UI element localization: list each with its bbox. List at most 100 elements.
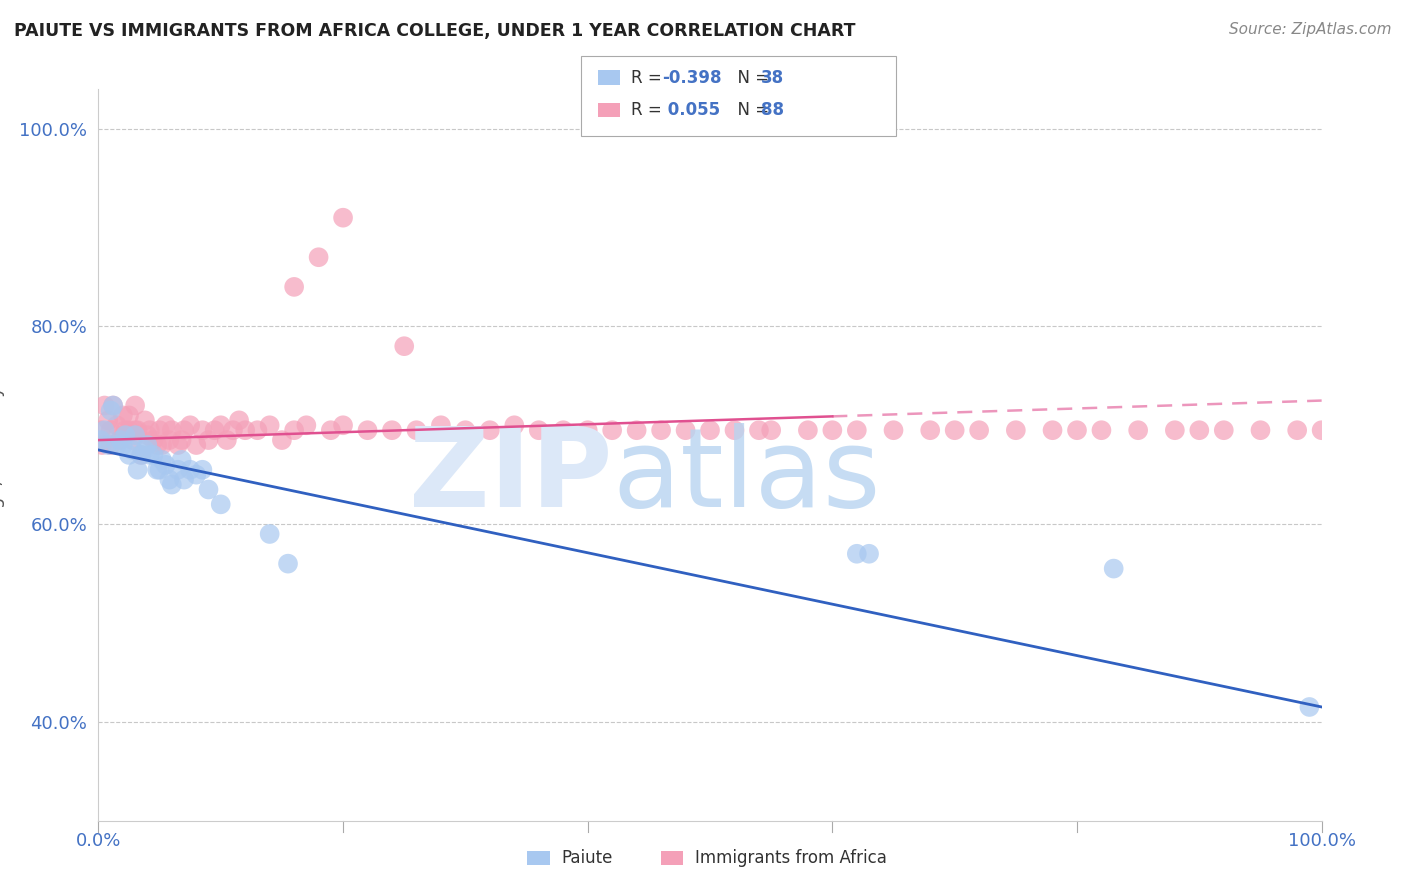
Point — [142, 433, 165, 447]
Point — [160, 477, 183, 491]
Point — [129, 448, 152, 462]
Point — [179, 418, 201, 433]
Point — [139, 448, 162, 462]
Point — [136, 438, 159, 452]
Point — [821, 423, 844, 437]
Point — [1188, 423, 1211, 437]
Point — [100, 403, 122, 417]
Text: PAIUTE VS IMMIGRANTS FROM AFRICA COLLEGE, UNDER 1 YEAR CORRELATION CHART: PAIUTE VS IMMIGRANTS FROM AFRICA COLLEGE… — [14, 22, 856, 40]
Point — [97, 413, 120, 427]
Point — [114, 428, 136, 442]
Point — [111, 438, 134, 452]
Point — [332, 418, 354, 433]
Point — [136, 428, 159, 442]
Point — [93, 423, 115, 437]
Point — [270, 433, 294, 447]
Point — [118, 409, 141, 423]
Point — [173, 423, 195, 437]
Text: R =: R = — [631, 69, 668, 87]
Point — [283, 280, 305, 294]
Text: -0.398: -0.398 — [662, 69, 721, 87]
Point — [146, 463, 169, 477]
Point — [160, 423, 183, 437]
Point — [110, 433, 132, 447]
Point — [157, 433, 180, 447]
Point — [883, 423, 905, 437]
Point — [90, 423, 112, 437]
Point — [142, 448, 165, 462]
Point — [124, 428, 146, 442]
Point — [100, 438, 122, 452]
Point — [91, 438, 114, 452]
Point — [155, 458, 177, 472]
Point — [761, 423, 783, 437]
Point — [157, 473, 180, 487]
Point — [149, 463, 172, 477]
Point — [283, 423, 305, 437]
Text: R =: R = — [631, 101, 668, 119]
Point — [97, 438, 120, 452]
Point — [186, 467, 208, 482]
Point — [118, 423, 141, 437]
Point — [1042, 423, 1064, 437]
Text: Paiute: Paiute — [561, 849, 613, 867]
Point — [118, 448, 141, 462]
Point — [134, 442, 156, 457]
Point — [121, 433, 143, 447]
Point — [124, 399, 146, 413]
Point — [179, 463, 201, 477]
Point — [723, 423, 745, 437]
Point — [186, 438, 208, 452]
Point — [943, 423, 966, 437]
Point — [173, 473, 195, 487]
Y-axis label: College, Under 1 year: College, Under 1 year — [0, 357, 6, 553]
Point — [576, 423, 599, 437]
Point — [209, 418, 232, 433]
Point — [105, 438, 128, 452]
Point — [675, 423, 697, 437]
Point — [356, 423, 378, 437]
Point — [90, 433, 112, 447]
Point — [920, 423, 942, 437]
Point — [319, 423, 342, 437]
Point — [1090, 423, 1112, 437]
Point — [845, 423, 868, 437]
Point — [150, 453, 173, 467]
Point — [699, 423, 721, 437]
Point — [228, 413, 250, 427]
Point — [191, 423, 214, 437]
Point — [1286, 423, 1309, 437]
Point — [105, 418, 128, 433]
Point — [111, 409, 134, 423]
Text: ZIP: ZIP — [409, 424, 612, 531]
Text: Immigrants from Africa: Immigrants from Africa — [695, 849, 886, 867]
Point — [110, 433, 132, 447]
Point — [149, 423, 172, 437]
Point — [259, 527, 281, 541]
Text: 0.055: 0.055 — [662, 101, 720, 119]
Point — [1249, 423, 1271, 437]
Point — [101, 399, 124, 413]
Point — [114, 423, 136, 437]
Point — [222, 423, 245, 437]
Point — [146, 438, 169, 452]
Point — [191, 463, 214, 477]
Point — [233, 423, 256, 437]
Point — [392, 339, 416, 353]
Point — [139, 423, 162, 437]
Point — [503, 418, 526, 433]
Point — [1310, 423, 1333, 437]
Point — [204, 423, 226, 437]
Point — [430, 418, 453, 433]
Point — [1212, 423, 1234, 437]
Point — [127, 463, 149, 477]
Point — [215, 433, 238, 447]
Point — [797, 423, 820, 437]
Point — [858, 547, 880, 561]
Point — [454, 423, 477, 437]
Point — [381, 423, 404, 437]
Point — [626, 423, 648, 437]
Point — [127, 423, 149, 437]
Point — [277, 557, 299, 571]
Text: 38: 38 — [761, 69, 783, 87]
